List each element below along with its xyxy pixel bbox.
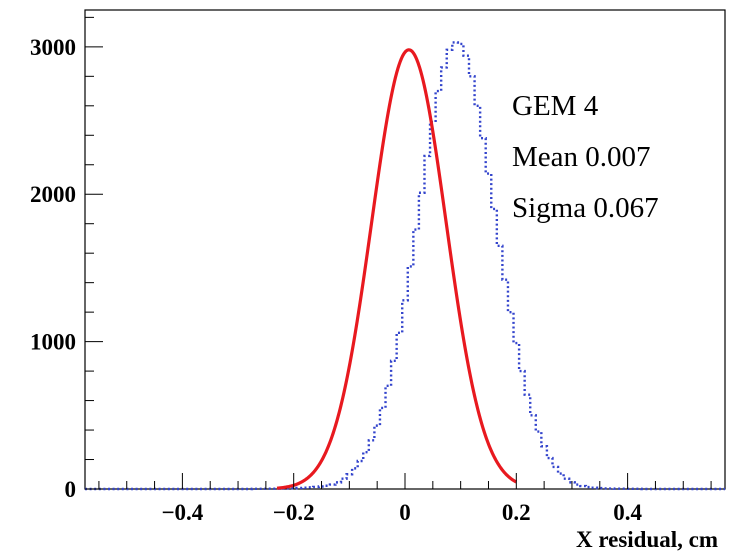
x-tick-label: −0.4	[161, 500, 203, 525]
x-axis-title: X residual, cm	[576, 527, 718, 552]
annotation-mean: Mean 0.007	[512, 141, 651, 173]
y-tick-label: 0	[65, 477, 77, 502]
histogram-line	[85, 41, 725, 491]
x-axis-ticks: −0.4 −0.2 0 0.2 0.4	[98, 473, 712, 525]
y-axis-ticks: 0 1000 2000 3000	[30, 16, 103, 502]
plot-frame	[84, 9, 726, 490]
x-tick-label: 0.2	[502, 500, 531, 525]
gaussian-fit-series	[276, 48, 518, 490]
x-tick-label: 0	[399, 500, 411, 525]
x-tick-label: −0.2	[273, 500, 315, 525]
stats-annotation: GEM 4 Mean 0.007 Sigma 0.067	[512, 90, 659, 224]
annotation-detector: GEM 4	[512, 90, 599, 122]
gaussian-fit-curve	[276, 48, 518, 490]
annotation-sigma: Sigma 0.067	[512, 192, 659, 224]
x-tick-label: 0.4	[613, 500, 642, 525]
histogram-series	[85, 41, 725, 491]
y-tick-label: 3000	[30, 35, 76, 60]
y-tick-label: 2000	[30, 182, 76, 207]
y-tick-label: 1000	[30, 330, 76, 355]
plot-border	[84, 9, 726, 490]
